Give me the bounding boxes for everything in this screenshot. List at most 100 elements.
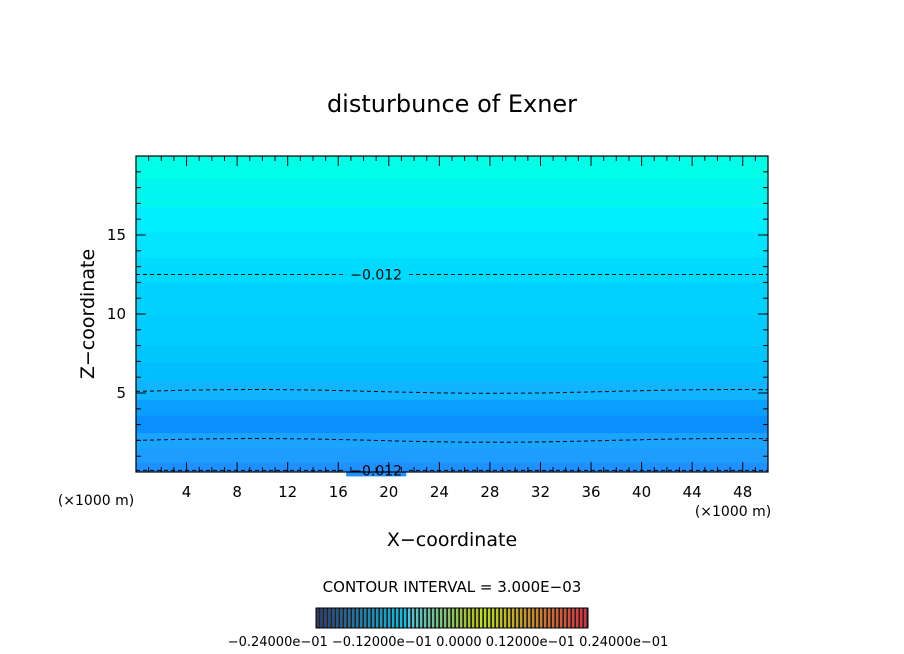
colorbar-gap-5: [338, 608, 340, 628]
colorbar-gap-19: [394, 608, 396, 628]
x-axis-label: X−coordinate: [387, 529, 517, 551]
colorbar-strip-21: [400, 608, 403, 628]
y-axis-label: Z−coordinate: [77, 249, 99, 379]
colorbar-strip-54: [532, 608, 535, 628]
colorbar-strip-49: [512, 608, 515, 628]
fill-band-2: [136, 432, 768, 449]
colorbar-strip-38: [468, 608, 471, 628]
colorbar-gap-6: [342, 608, 344, 628]
colorbar-strip-34: [452, 608, 455, 628]
colorbar-strip-32: [444, 608, 447, 628]
colorbar-gap-22: [406, 608, 408, 628]
fill-band-5: [136, 380, 768, 400]
colorbar-strip-24: [412, 608, 415, 628]
colorbar-gap-49: [514, 608, 516, 628]
x-axis-unit-right: (×1000 m): [695, 504, 771, 520]
colorbar-gap-46: [502, 608, 504, 628]
colorbar-gap-65: [578, 608, 580, 628]
colorbar-gap-60: [558, 608, 560, 628]
colorbar-gap-12: [366, 608, 368, 628]
contour-line-2: [135, 438, 769, 443]
colorbar-strip-10: [356, 608, 359, 628]
colorbar-gap-7: [346, 608, 348, 628]
colorbar-gap-3: [330, 608, 332, 628]
colorbar-gap-48: [510, 608, 512, 628]
fill-band-11: [136, 231, 768, 258]
colorbar-gap-61: [562, 608, 564, 628]
colorbar-gap-9: [354, 608, 356, 628]
x-tick-label-44: 44: [683, 483, 702, 501]
colorbar-strip-45: [496, 608, 499, 628]
colorbar-gap-27: [426, 608, 428, 628]
colorbar-gap-2: [326, 608, 328, 628]
colorbar-strip-15: [376, 608, 379, 628]
fill-band-14: [136, 156, 768, 179]
colorbar-gap-64: [574, 608, 576, 628]
colorbar-strip-58: [548, 608, 551, 628]
colorbar-strip-43: [488, 608, 491, 628]
colorbar-gap-57: [546, 608, 548, 628]
colorbar-strip-8: [348, 608, 351, 628]
fill-band-3: [136, 415, 768, 433]
colorbar-strip-28: [428, 608, 431, 628]
colorbar-gap-62: [566, 608, 568, 628]
x-axis-ticks: 4 8 12 16 20 24 28 32 36 40 44 48: [148, 156, 756, 501]
colorbar-strip-20: [396, 608, 399, 628]
colorbar-gap-38: [470, 608, 472, 628]
colorbar-strip-48: [508, 608, 511, 628]
x-tick-label-16: 16: [329, 483, 348, 501]
colorbar-strip-23: [408, 608, 411, 628]
x-tick-label-8: 8: [232, 483, 242, 501]
colorbar-strip-37: [464, 608, 467, 628]
colorbar-strip-52: [524, 608, 527, 628]
colorbar-strip-14: [372, 608, 375, 628]
contour-line-1: [135, 389, 769, 394]
colorbar-strip-57: [544, 608, 547, 628]
colorbar-gap-11: [362, 608, 364, 628]
y-tick-label-10: 10: [107, 305, 126, 323]
colorbar-strip-17: [384, 608, 387, 628]
y-tick-label-15: 15: [107, 226, 126, 244]
colorbar-strip-35: [456, 608, 459, 628]
colorbar-strip-18: [388, 608, 391, 628]
colorbar-strip-11: [360, 608, 363, 628]
colorbar-gap-63: [570, 608, 572, 628]
colorbar-strip-26: [420, 608, 423, 628]
colorbar-gap-34: [454, 608, 456, 628]
colorbar-gap-43: [490, 608, 492, 628]
colorbar-strip-41: [480, 608, 483, 628]
colorbar-gap-31: [442, 608, 444, 628]
colorbar-gap-32: [446, 608, 448, 628]
colorbar-strip-7: [344, 608, 347, 628]
colorbar-strip-65: [576, 608, 579, 628]
colorbar-strip-51: [520, 608, 523, 628]
colorbar-gap-52: [526, 608, 528, 628]
colorbar-gap-29: [434, 608, 436, 628]
fill-band-9: [136, 282, 768, 315]
contour-label-bg-0: [346, 266, 407, 281]
x-tick-label-28: 28: [480, 483, 499, 501]
colorbar-strip-13: [368, 608, 371, 628]
colorbar-gap-66: [582, 608, 584, 628]
colorbar-strip-46: [500, 608, 503, 628]
colorbar-strip-29: [432, 608, 435, 628]
colorbar-gap-40: [478, 608, 480, 628]
colorbar-gap-37: [466, 608, 468, 628]
colorbar-strip-60: [556, 608, 559, 628]
x-tick-label-48: 48: [733, 483, 752, 501]
colorbar-strip-47: [504, 608, 507, 628]
colorbar-strip-12: [364, 608, 367, 628]
colorbar-gap-30: [438, 608, 440, 628]
colorbar-gap-42: [486, 608, 488, 628]
colorbar-strip-61: [560, 608, 563, 628]
colorbar-strip-42: [484, 608, 487, 628]
colorbar-gap-58: [550, 608, 552, 628]
colorbar-strip-30: [436, 608, 439, 628]
fill-band-8: [136, 314, 768, 347]
colorbar-gap-36: [462, 608, 464, 628]
fill-band-7: [136, 345, 768, 362]
colorbar-strip-0: [316, 608, 319, 628]
colorbar-strip-25: [416, 608, 419, 628]
colorbar: [315, 607, 589, 629]
